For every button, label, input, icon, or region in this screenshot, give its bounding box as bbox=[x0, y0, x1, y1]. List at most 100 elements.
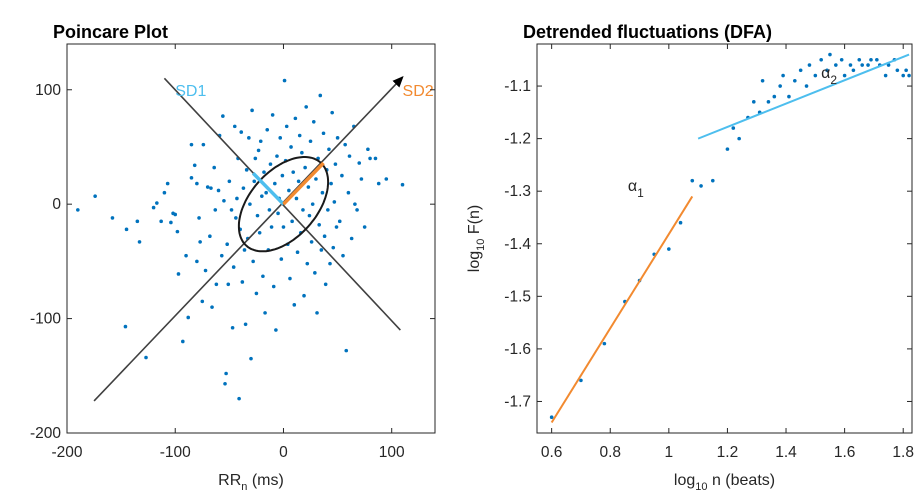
data-point bbox=[699, 184, 703, 188]
y-tick-label: -1.3 bbox=[504, 183, 531, 200]
data-point bbox=[875, 57, 879, 62]
data-point bbox=[304, 105, 309, 109]
y-tick-label: 100 bbox=[35, 82, 61, 99]
annotation-sd2: SD2 bbox=[403, 83, 434, 100]
data-point bbox=[235, 196, 239, 201]
sd1-segment bbox=[251, 172, 285, 206]
data-point bbox=[804, 84, 809, 88]
data-point bbox=[155, 201, 159, 205]
data-point bbox=[210, 305, 214, 309]
data-point bbox=[135, 219, 140, 224]
data-point bbox=[253, 156, 258, 161]
data-point bbox=[347, 154, 352, 158]
data-point bbox=[308, 139, 313, 144]
data-point bbox=[313, 271, 317, 275]
data-point bbox=[280, 173, 285, 178]
x-tick-label: 0.6 bbox=[541, 444, 563, 461]
data-point bbox=[333, 162, 338, 166]
data-point bbox=[317, 222, 321, 227]
data-point bbox=[250, 108, 254, 113]
data-point bbox=[214, 282, 219, 287]
fit-label-alpha1: α1 bbox=[628, 178, 644, 200]
data-point bbox=[189, 176, 194, 180]
data-point bbox=[376, 181, 381, 186]
x-tick-label: 1.2 bbox=[717, 444, 739, 461]
data-point bbox=[329, 181, 333, 186]
data-point bbox=[195, 259, 199, 264]
data-point bbox=[232, 124, 237, 129]
data-point bbox=[123, 324, 128, 329]
data-point bbox=[271, 284, 276, 289]
data-point bbox=[857, 57, 862, 62]
axes-poincare: Poincare Plot -200 -100 0 100 -200 -100 0 100 RRn… bbox=[30, 22, 436, 493]
data-point bbox=[731, 126, 736, 130]
data-point bbox=[866, 63, 870, 67]
data-point bbox=[249, 356, 253, 361]
data-point bbox=[257, 230, 262, 235]
data-point bbox=[296, 179, 301, 184]
data-point bbox=[297, 133, 302, 138]
data-point bbox=[349, 236, 354, 241]
data-point bbox=[278, 136, 283, 140]
data-point bbox=[173, 212, 178, 217]
data-point bbox=[93, 194, 97, 198]
data-point bbox=[321, 131, 326, 136]
data-point bbox=[261, 274, 265, 279]
data-point bbox=[886, 63, 891, 67]
data-point bbox=[400, 182, 405, 187]
data-point bbox=[602, 341, 607, 346]
data-point bbox=[326, 208, 330, 212]
axes-frame bbox=[536, 43, 913, 434]
data-point bbox=[904, 68, 908, 73]
data-point bbox=[725, 147, 730, 151]
data-point bbox=[357, 161, 362, 165]
data-point bbox=[667, 247, 671, 251]
data-point bbox=[787, 94, 791, 99]
y-tick-label: -1.2 bbox=[504, 131, 531, 148]
data-point bbox=[203, 268, 208, 273]
poincare-plot-area: SD1 SD2 bbox=[76, 76, 434, 402]
data-point bbox=[318, 93, 323, 98]
data-point bbox=[807, 63, 812, 67]
y-axis-label: log10 F(n) bbox=[466, 205, 487, 272]
data-point bbox=[239, 130, 244, 134]
data-point bbox=[213, 208, 218, 212]
data-point bbox=[184, 253, 188, 258]
data-point bbox=[289, 145, 293, 149]
x-axis-label: log10 n (beats) bbox=[674, 472, 775, 493]
y-tick-label: 0 bbox=[52, 196, 61, 213]
y-tick-label: -1.7 bbox=[504, 393, 531, 410]
data-point bbox=[778, 84, 782, 88]
fit-line-alpha2 bbox=[697, 53, 910, 140]
data-point bbox=[330, 110, 334, 115]
data-point bbox=[332, 200, 337, 204]
annotation-sd1: SD1 bbox=[175, 83, 206, 100]
data-point bbox=[284, 124, 289, 129]
data-point bbox=[219, 253, 224, 258]
data-point bbox=[303, 165, 307, 170]
data-point bbox=[305, 261, 310, 266]
data-point bbox=[751, 100, 756, 104]
data-point bbox=[144, 355, 148, 360]
data-point bbox=[323, 282, 328, 287]
y-tick-label: -1.6 bbox=[504, 341, 531, 358]
data-point bbox=[254, 291, 259, 296]
x-axis-label: RRn (ms) bbox=[218, 472, 284, 493]
data-point bbox=[737, 136, 741, 141]
data-point bbox=[287, 188, 291, 193]
data-point bbox=[176, 272, 181, 276]
data-point bbox=[291, 170, 296, 174]
data-point bbox=[209, 186, 213, 190]
data-point bbox=[189, 142, 194, 147]
dfa-plot-area: α1 α2 bbox=[549, 52, 911, 424]
data-point bbox=[242, 248, 247, 252]
data-point bbox=[337, 219, 342, 224]
fit-line-alpha1 bbox=[550, 195, 694, 424]
data-point bbox=[319, 248, 324, 252]
data-point bbox=[344, 348, 349, 353]
data-point bbox=[302, 293, 306, 298]
data-point bbox=[248, 202, 252, 206]
data-point bbox=[315, 311, 319, 315]
data-point bbox=[230, 325, 235, 330]
